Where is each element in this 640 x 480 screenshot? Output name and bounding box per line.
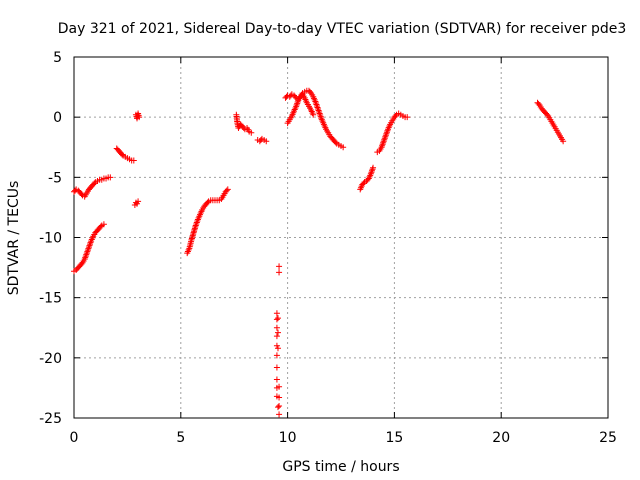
series-seg-f xyxy=(184,186,231,257)
data-point xyxy=(276,411,283,418)
data-point xyxy=(97,223,104,230)
data-point xyxy=(224,186,231,193)
data-point xyxy=(535,100,542,107)
series-seg-a xyxy=(71,174,114,200)
y-tick-label: 0 xyxy=(53,110,62,126)
data-point xyxy=(119,151,126,158)
data-point xyxy=(560,138,567,145)
series-seg-i xyxy=(273,263,283,418)
data-point xyxy=(273,310,280,317)
series-seg-m xyxy=(374,110,411,156)
y-tick-labels: 5 0 -5 -10 -15 -20 -25 xyxy=(39,50,62,427)
data-point xyxy=(276,394,283,401)
series-seg-b xyxy=(71,221,107,275)
data-point xyxy=(130,157,137,164)
series-seg-l xyxy=(357,164,377,193)
data-point xyxy=(274,345,281,352)
y-tick-label: 5 xyxy=(53,50,62,66)
series-seg-c xyxy=(113,145,137,164)
data-point xyxy=(273,376,280,383)
x-tick-label: 5 xyxy=(176,430,185,446)
series-seg-h xyxy=(254,135,270,145)
data-point xyxy=(340,144,347,151)
y-tick-label: -20 xyxy=(39,351,62,367)
data-points xyxy=(71,87,567,418)
data-point xyxy=(274,404,281,411)
data-point xyxy=(273,352,280,359)
series-seg-g xyxy=(233,111,255,136)
y-tick-label: -10 xyxy=(39,231,62,247)
x-tick-label: 0 xyxy=(70,430,79,446)
data-point xyxy=(135,198,142,205)
x-tick-label: 25 xyxy=(599,430,617,446)
data-point xyxy=(276,269,283,276)
series-seg-d xyxy=(132,110,143,122)
data-point xyxy=(360,180,367,187)
data-point xyxy=(274,329,281,336)
data-point xyxy=(273,364,280,371)
data-point xyxy=(273,324,280,331)
x-tick-label: 20 xyxy=(492,430,510,446)
data-point xyxy=(273,333,280,340)
data-point xyxy=(370,164,377,171)
x-axis-label: GPS time / hours xyxy=(282,459,399,475)
data-point xyxy=(273,316,280,323)
data-point xyxy=(276,383,283,390)
x-tick-label: 15 xyxy=(385,430,403,446)
data-point xyxy=(332,139,339,146)
series-seg-k xyxy=(284,91,317,127)
y-tick-label: -5 xyxy=(48,170,62,186)
data-point xyxy=(544,111,551,118)
x-tick-label: 10 xyxy=(279,430,297,446)
data-point xyxy=(276,402,283,409)
data-point xyxy=(276,263,283,270)
data-point xyxy=(307,88,314,95)
data-point xyxy=(248,129,255,136)
data-point xyxy=(263,138,270,145)
y-axis-label: SDTVAR / TECUs xyxy=(6,181,22,296)
data-point xyxy=(91,180,98,187)
data-point xyxy=(292,93,299,100)
data-point xyxy=(392,112,399,119)
data-point xyxy=(310,111,317,118)
data-point xyxy=(78,191,85,198)
axis-ticks xyxy=(73,56,609,419)
data-point xyxy=(223,187,230,194)
y-tick-label: -15 xyxy=(39,291,62,307)
chart-title: Day 321 of 2021, Sidereal Day-to-day VTE… xyxy=(58,21,627,37)
series-seg-n xyxy=(534,99,567,145)
x-tick-labels: 0 5 10 15 20 25 xyxy=(70,430,617,446)
y-tick-label: -25 xyxy=(39,411,62,427)
data-point xyxy=(136,114,143,121)
data-point xyxy=(100,221,107,228)
data-point xyxy=(404,114,411,121)
series-seg-e xyxy=(131,198,142,209)
data-point xyxy=(107,174,114,181)
data-point xyxy=(204,199,211,206)
data-point xyxy=(78,260,85,267)
data-point xyxy=(274,315,281,322)
